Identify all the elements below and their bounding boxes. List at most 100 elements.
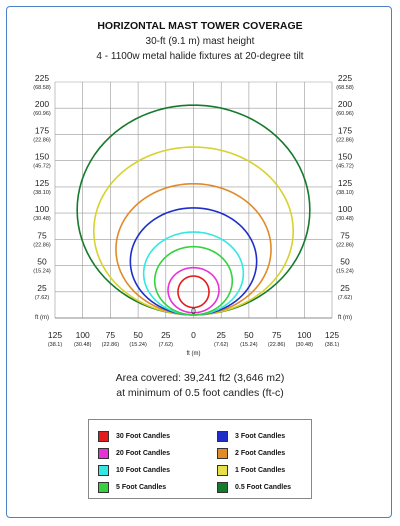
chart-subtitle-height: 30-ft (9.1 m) mast height	[145, 36, 255, 47]
x-tick: 125	[48, 330, 62, 340]
x-tick-metric: (15.24)	[240, 342, 258, 348]
x-tick: 25	[161, 330, 171, 340]
y-tick-right-metric: (7.62)	[338, 295, 353, 301]
y-tick-right: 25	[340, 283, 350, 293]
y-tick-right: 150	[338, 152, 352, 162]
legend-item-20fc: 20 Foot Candles	[98, 447, 170, 459]
y-tick-right: 175	[338, 125, 352, 135]
x-tick-metric: (7.62)	[214, 342, 229, 348]
legend-label-30fc: 30 Foot Candles	[116, 432, 171, 440]
grid-lines	[54, 81, 333, 319]
y-tick-right: 75	[340, 230, 350, 240]
legend-swatch-30fc	[98, 430, 109, 442]
y-tick-left: 50	[37, 257, 47, 267]
x-tick-metric: (15.24)	[129, 342, 147, 348]
legend: 30 Foot Candles 3 Foot Candles 20 Foot C…	[88, 419, 312, 499]
y-tick-right: 125	[338, 178, 352, 188]
y-tick-left-metric: (38.10)	[33, 190, 51, 196]
legend-label-20fc: 20 Foot Candles	[116, 449, 171, 457]
y-unit-right: ft (m)	[338, 315, 352, 321]
x-tick-metric: (22.86)	[102, 342, 120, 348]
y-tick-left: 75	[37, 230, 47, 240]
legend-item-30fc: 30 Foot Candles	[98, 430, 170, 442]
y-tick-right-metric: (15.24)	[336, 269, 354, 275]
y-tick-left-metric: (22.86)	[33, 137, 51, 143]
x-tick: 100	[76, 330, 90, 340]
x-tick: 0	[191, 330, 196, 340]
y-tick-right: 100	[338, 204, 352, 214]
legend-label-10fc: 10 Foot Candles	[116, 466, 171, 474]
y-tick-right-metric: (68.58)	[336, 85, 354, 91]
legend-swatch-5fc	[98, 481, 109, 493]
x-unit: ft (m)	[187, 351, 201, 357]
legend-item-5fc: 5 Foot Candles	[98, 481, 166, 493]
x-tick: 25	[216, 330, 226, 340]
x-tick-metric: (30.48)	[296, 342, 314, 348]
legend-swatch-05fc	[217, 481, 228, 493]
legend-item-1fc: 1 Foot Candles	[217, 464, 285, 476]
origin-label: 0	[191, 306, 196, 316]
y-tick-right-metric: (22.86)	[336, 137, 354, 143]
y-tick-left: 225	[35, 73, 49, 83]
y-tick-left-metric: (60.96)	[33, 111, 51, 117]
legend-swatch-2fc	[217, 447, 228, 459]
minimum-footcandles-text: at minimum of 0.5 foot candles (ft-c)	[116, 387, 284, 399]
y-tick-left-metric: (30.48)	[33, 216, 51, 222]
x-tick-metric: (38.1)	[48, 342, 63, 348]
legend-item-10fc: 10 Foot Candles	[98, 464, 170, 476]
contour-3-fc	[129, 207, 258, 316]
y-tick-right-metric: (45.72)	[336, 164, 354, 170]
y-tick-left: 150	[35, 152, 49, 162]
y-tick-right: 50	[340, 257, 350, 267]
y-tick-left: 100	[35, 204, 49, 214]
y-tick-left-metric: (7.62)	[35, 295, 50, 301]
contour-30-fc	[177, 275, 210, 309]
x-tick-metric: (22.86)	[268, 342, 286, 348]
x-tick: 125	[325, 330, 339, 340]
axis-ticks: 225 (68.58) 225 (68.58) 200 (60.96) 200 (60.96)…	[33, 73, 354, 357]
legend-swatch-20fc	[98, 447, 109, 459]
y-tick-right: 225	[338, 73, 352, 83]
legend-item-3fc: 3 Foot Candles	[217, 430, 285, 442]
contour-5-fc	[153, 245, 234, 316]
y-tick-right: 200	[338, 99, 352, 109]
y-tick-left: 25	[37, 283, 47, 293]
x-tick: 50	[133, 330, 143, 340]
y-tick-right-metric: (30.48)	[336, 216, 354, 222]
legend-label-05fc: 0.5 Foot Candles	[235, 483, 292, 491]
legend-label-5fc: 5 Foot Candles	[116, 483, 167, 491]
coverage-chart: 225 (68.58) 225 (68.58) 200 (60.96) 200 (60.96)…	[33, 73, 354, 357]
x-tick: 100	[297, 330, 311, 340]
contour-0-5-fc	[76, 104, 311, 316]
legend-item-2fc: 2 Foot Candles	[217, 447, 285, 459]
x-tick: 50	[244, 330, 254, 340]
chart-subtitle-fixtures: 4 - 1100w metal halide fixtures at 20-de…	[96, 51, 304, 62]
legend-swatch-10fc	[98, 464, 109, 476]
y-tick-left: 125	[35, 178, 49, 188]
legend-swatch-3fc	[217, 430, 228, 442]
contour-10-fc	[142, 231, 245, 316]
x-tick: 75	[106, 330, 116, 340]
x-tick-metric: (38.1)	[325, 342, 340, 348]
x-tick-metric: (30.48)	[74, 342, 92, 348]
contour-2-fc	[115, 182, 272, 316]
y-tick-left: 175	[35, 125, 49, 135]
y-tick-left-metric: (15.24)	[33, 269, 51, 275]
y-tick-left-metric: (22.86)	[33, 242, 51, 248]
contour-1-fc	[92, 146, 295, 316]
y-tick-left: 200	[35, 99, 49, 109]
chart-title: HORIZONTAL MAST TOWER COVERAGE	[97, 20, 303, 32]
legend-label-2fc: 2 Foot Candles	[235, 449, 286, 457]
y-tick-right-metric: (38.10)	[336, 190, 354, 196]
legend-item-05fc: 0.5 Foot Candles	[217, 481, 291, 493]
area-covered-text: Area covered: 39,241 ft2 (3,646 m2)	[115, 372, 285, 384]
legend-label-3fc: 3 Foot Candles	[235, 432, 286, 440]
x-tick-metric: (7.62)	[159, 342, 174, 348]
contour-20-fc	[167, 266, 220, 314]
y-tick-right-metric: (60.96)	[336, 111, 354, 117]
y-tick-left-metric: (68.58)	[33, 85, 51, 91]
y-unit-left: ft (m)	[35, 315, 49, 321]
legend-swatch-1fc	[217, 464, 228, 476]
x-tick: 75	[272, 330, 282, 340]
contour-lines	[76, 104, 311, 316]
